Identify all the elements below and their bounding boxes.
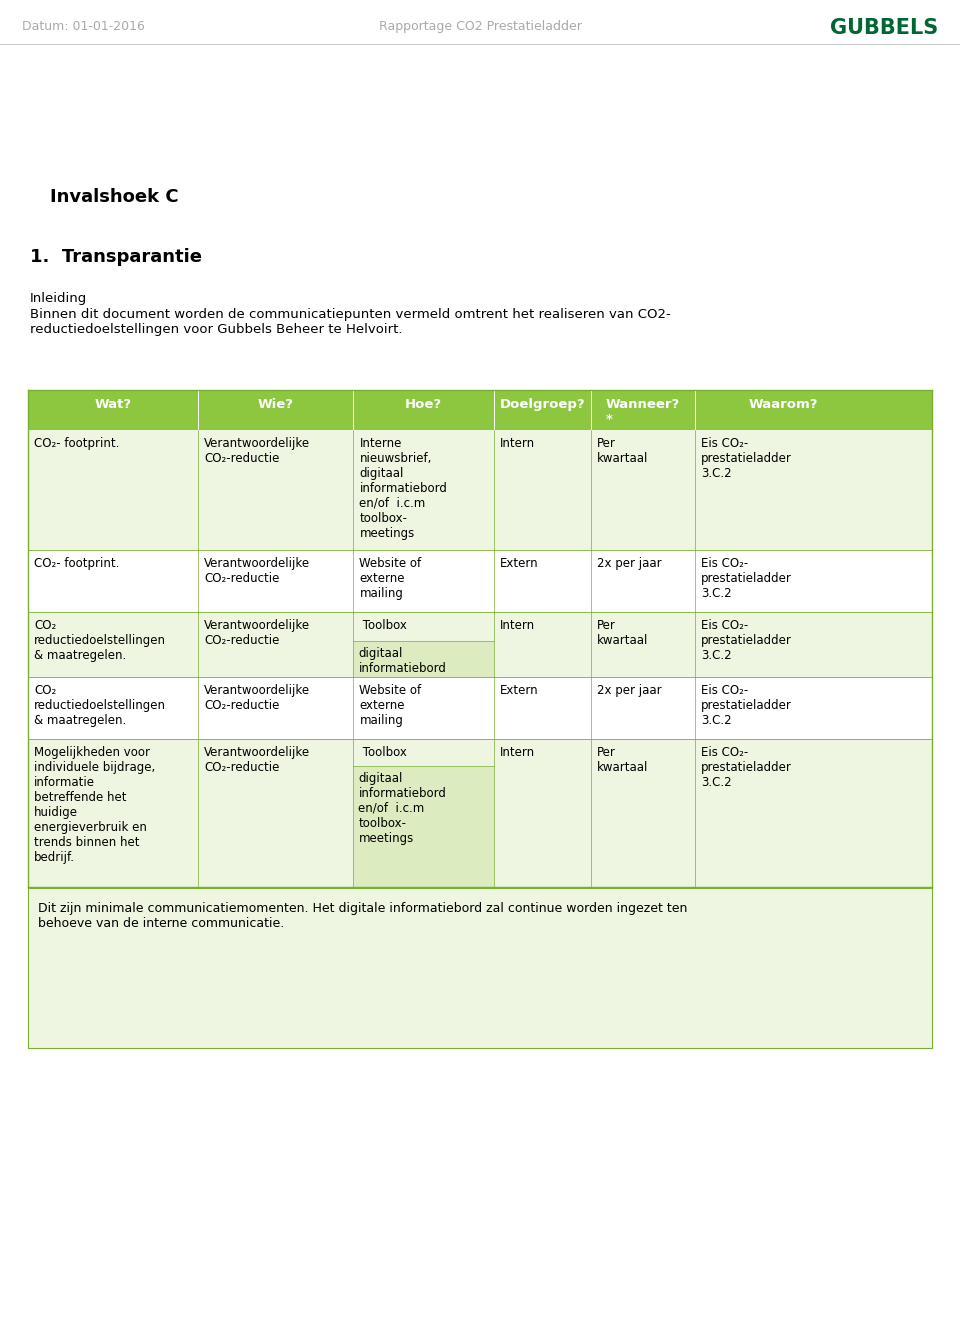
Text: Doelgroep?: Doelgroep? (499, 399, 586, 410)
Text: CO₂- footprint.: CO₂- footprint. (34, 437, 119, 450)
Text: digitaal
informatiebord
en/of  i.c.m
toolbox-
meetings: digitaal informatiebord en/of i.c.m tool… (358, 772, 446, 845)
Text: Eis CO₂-
prestatieladder
3.C.2: Eis CO₂- prestatieladder 3.C.2 (701, 557, 792, 600)
Bar (28, 549, 932, 612)
Bar (28, 677, 932, 739)
Text: Eis CO₂-
prestatieladder
3.C.2: Eis CO₂- prestatieladder 3.C.2 (701, 437, 792, 481)
Text: CO₂- footprint.: CO₂- footprint. (34, 557, 119, 571)
Text: Mogelijkheden voor
individuele bijdrage,
informatie
betreffende het
huidige
ener: Mogelijkheden voor individuele bijdrage,… (34, 745, 156, 865)
Bar (28, 739, 932, 887)
Text: CO₂
reductiedoelstellingen
& maatregelen.: CO₂ reductiedoelstellingen & maatregelen… (34, 685, 166, 727)
Bar (353, 739, 493, 765)
Bar (28, 430, 932, 549)
Bar (353, 641, 493, 677)
Text: Verantwoordelijke
CO₂-reductie: Verantwoordelijke CO₂-reductie (204, 437, 310, 465)
Text: Verantwoordelijke
CO₂-reductie: Verantwoordelijke CO₂-reductie (204, 685, 310, 712)
Text: Website of
externe
mailing: Website of externe mailing (359, 557, 421, 600)
Text: CO₂
reductiedoelstellingen
& maatregelen.: CO₂ reductiedoelstellingen & maatregelen… (34, 620, 166, 662)
Bar (353, 765, 493, 887)
Text: Eis CO₂-
prestatieladder
3.C.2: Eis CO₂- prestatieladder 3.C.2 (701, 745, 792, 789)
Text: Extern: Extern (499, 685, 539, 696)
Bar (353, 612, 493, 641)
Text: Wie?: Wie? (257, 399, 294, 410)
Text: Per
kwartaal: Per kwartaal (597, 437, 649, 465)
Text: Intern: Intern (499, 745, 535, 759)
Text: Intern: Intern (499, 437, 535, 450)
Bar (28, 391, 932, 430)
Bar (28, 888, 932, 1049)
Text: Toolbox: Toolbox (359, 620, 407, 632)
Text: Waarom?: Waarom? (749, 399, 818, 410)
Text: Datum: 01-01-2016: Datum: 01-01-2016 (22, 20, 145, 33)
Text: Wanneer?
*: Wanneer? * (606, 399, 681, 426)
Text: Extern: Extern (499, 557, 539, 571)
Text: 1.  Transparantie: 1. Transparantie (30, 248, 202, 266)
Text: Dit zijn minimale communicatiemomenten. Het digitale informatiebord zal continue: Dit zijn minimale communicatiemomenten. … (38, 902, 687, 929)
Text: Inleiding: Inleiding (30, 293, 87, 305)
Bar (28, 612, 932, 677)
Text: Eis CO₂-
prestatieladder
3.C.2: Eis CO₂- prestatieladder 3.C.2 (701, 620, 792, 662)
Text: Binnen dit document worden de communicatiepunten vermeld omtrent het realiseren : Binnen dit document worden de communicat… (30, 308, 671, 336)
Text: Wat?: Wat? (94, 399, 132, 410)
Text: Per
kwartaal: Per kwartaal (597, 745, 649, 775)
Text: Website of
externe
mailing: Website of externe mailing (359, 685, 421, 727)
Text: Per
kwartaal: Per kwartaal (597, 620, 649, 647)
Text: Verantwoordelijke
CO₂-reductie: Verantwoordelijke CO₂-reductie (204, 557, 310, 585)
Text: Eis CO₂-
prestatieladder
3.C.2: Eis CO₂- prestatieladder 3.C.2 (701, 685, 792, 727)
Text: Rapportage CO2 Prestatieladder: Rapportage CO2 Prestatieladder (378, 20, 582, 33)
Text: Invalshoek C: Invalshoek C (50, 188, 179, 207)
Text: Hoe?: Hoe? (405, 399, 442, 410)
Text: Intern: Intern (499, 620, 535, 632)
Text: Verantwoordelijke
CO₂-reductie: Verantwoordelijke CO₂-reductie (204, 745, 310, 775)
Text: GUBBELS: GUBBELS (829, 19, 938, 38)
Text: digitaal
informatiebord: digitaal informatiebord (358, 647, 446, 675)
Text: Verantwoordelijke
CO₂-reductie: Verantwoordelijke CO₂-reductie (204, 620, 310, 647)
Text: 2x per jaar: 2x per jaar (597, 557, 661, 571)
Text: Interne
nieuwsbrief,
digitaal
informatiebord
en/of  i.c.m
toolbox-
meetings: Interne nieuwsbrief, digitaal informatie… (359, 437, 447, 540)
Text: 2x per jaar: 2x per jaar (597, 685, 661, 696)
Text: Toolbox: Toolbox (359, 745, 407, 759)
